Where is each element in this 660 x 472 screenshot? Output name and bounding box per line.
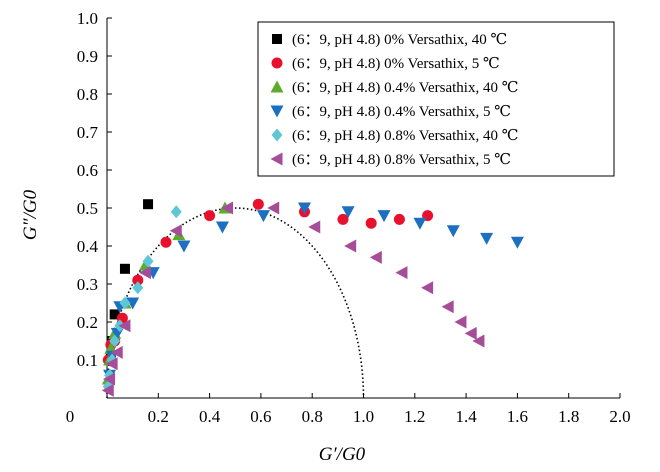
tick-labels: 0 0.2 0.4 0.6 0.8 1.0 1.2 1.4 1.6 1.8 2.0 0.1 0.2 0.3… [66,9,631,426]
legend-marker-5 [270,152,283,166]
data-point-series-3 [256,210,270,223]
data-point-series-5 [395,266,408,280]
legend-label-4: (6：9, pH 4.8) 0.8% Versathix, 40 ℃ [292,128,518,144]
data-point-series-4 [170,205,182,219]
y-axis-label: G″/G0 [20,189,41,240]
data-point-series-0 [119,263,130,274]
axes [106,17,621,399]
data-point-series-3 [177,240,191,253]
data-point-series-3 [446,225,460,238]
legend-markers [270,34,284,166]
legend-label-5: (6：9, pH 4.8) 0.8% Versathix, 5 ℃ [292,152,511,168]
y-tick-label: 0.5 [77,199,98,218]
y-tick-label: 0.7 [77,123,99,142]
legend-marker-4 [271,128,283,142]
data-point-series-1 [160,236,172,248]
legend: (6：9, pH 4.8) 0% Versathix, 40 ℃ (6：9, p… [257,21,615,177]
data-point-series-5 [344,239,357,253]
data-point-series-3 [377,210,391,223]
reference-semicircle [106,207,365,399]
data-point-series-5 [110,345,123,359]
legend-marker-3 [270,105,284,118]
data-point-series-5 [454,315,467,329]
data-point-series-1 [132,274,144,286]
data-point-series-4 [109,334,121,348]
data-point-series-5 [308,220,321,234]
x-tick-label: 1.0 [353,407,374,426]
legend-marker-2 [270,80,284,93]
data-point-series-0 [109,309,120,320]
data-point-series-1 [252,198,264,210]
y-tick-label: 0.8 [77,85,98,104]
data-point-series-5 [421,281,434,295]
data-point-series-3 [298,202,312,215]
data-point-series-5 [441,300,454,314]
data-point-series-1 [337,213,349,225]
data-point-series-3 [510,236,524,249]
data-point-series-1 [393,213,405,225]
data-point-series-0 [143,199,154,210]
legend-label-1: (6：9, pH 4.8) 0% Versathix, 5 ℃ [292,56,500,72]
data-point-series-3 [413,217,427,230]
data-point-series-3 [126,297,140,310]
data-point-series-5 [472,334,485,348]
data-point-series-4 [142,254,154,268]
x-tick-label: 1.2 [404,407,425,426]
reference-curve-path [106,207,365,399]
data-point-series-5 [101,383,114,397]
legend-box [257,21,615,177]
y-tick-label: 1.0 [77,9,98,28]
x-axis-label: G′/G0 [319,444,366,465]
data-point-series-5 [105,357,118,371]
data-point-series-5 [464,326,477,340]
data-point-series-3 [341,206,355,219]
data-point-series-1 [204,210,216,222]
data-markers [101,198,524,397]
data-point-series-5 [118,319,131,333]
y-tick-label: 0.3 [77,275,98,294]
data-point-series-5 [267,201,280,215]
x-tick-label: 2.0 [609,407,630,426]
data-point-series-5 [103,372,116,386]
x-tick-label: 1.8 [558,407,579,426]
data-point-series-3 [480,232,494,245]
legend-marker-1 [271,57,283,69]
x-tick-label: 0.4 [199,407,221,426]
x-tick-label: 0.6 [250,407,271,426]
y-tick-label: 0.1 [77,351,98,370]
legend-label-0: (6：9, pH 4.8) 0% Versathix, 40 ℃ [292,32,507,48]
legend-marker-0 [272,34,282,44]
data-point-series-3 [215,221,229,234]
x-tick-label: 1.4 [455,407,477,426]
legend-label-2: (6：9, pH 4.8) 0.4% Versathix, 40 ℃ [292,80,518,96]
x-tick-label: 0.2 [148,407,169,426]
y-tick-label: 0.2 [77,313,98,332]
data-point-series-5 [138,266,151,280]
x-tick-label: 0.8 [302,407,323,426]
data-point-series-4 [119,296,131,310]
x-tick-label: 1.6 [507,407,528,426]
data-point-series-4 [132,281,144,295]
data-point-series-5 [169,224,182,238]
x-tick-label: 0 [66,407,75,426]
y-tick-label: 0.4 [77,237,99,256]
legend-label-3: (6：9, pH 4.8) 0.4% Versathix, 5 ℃ [292,104,511,120]
y-tick-label: 0.6 [77,161,98,180]
data-point-series-5 [221,201,234,215]
data-point-series-1 [365,217,377,229]
y-tick-label: 0.9 [77,47,98,66]
data-point-series-5 [369,250,382,264]
